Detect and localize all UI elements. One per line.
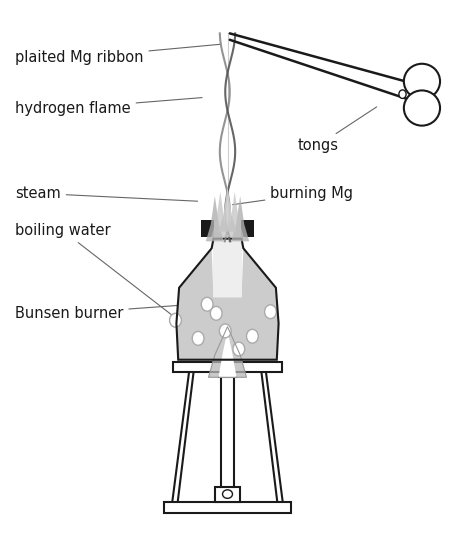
Circle shape (170, 314, 182, 327)
Circle shape (210, 307, 222, 320)
Circle shape (233, 342, 245, 356)
Polygon shape (211, 192, 229, 237)
Text: plaited Mg ribbon: plaited Mg ribbon (15, 44, 220, 65)
Polygon shape (206, 196, 224, 241)
Polygon shape (231, 196, 249, 241)
Ellipse shape (404, 91, 440, 125)
Polygon shape (177, 248, 278, 360)
Bar (164, 502, 291, 513)
Bar (215, 487, 240, 502)
Circle shape (264, 305, 276, 319)
Bar (201, 220, 214, 237)
Ellipse shape (222, 490, 233, 498)
Text: tongs: tongs (298, 107, 377, 153)
Circle shape (219, 324, 231, 338)
Polygon shape (218, 187, 237, 232)
Text: boiling water: boiling water (15, 223, 178, 319)
Polygon shape (208, 326, 247, 377)
Bar (241, 220, 254, 237)
Polygon shape (218, 331, 237, 377)
Text: hydrogen flame: hydrogen flame (15, 98, 202, 116)
Circle shape (399, 90, 406, 99)
Bar (173, 362, 282, 372)
Circle shape (192, 331, 204, 345)
Ellipse shape (404, 64, 440, 99)
Text: Bunsen burner: Bunsen burner (15, 303, 213, 321)
Polygon shape (226, 192, 244, 237)
Text: burning Mg: burning Mg (233, 186, 354, 205)
Polygon shape (213, 239, 242, 297)
Circle shape (201, 297, 213, 311)
Circle shape (247, 329, 258, 343)
Text: steam: steam (15, 186, 197, 201)
